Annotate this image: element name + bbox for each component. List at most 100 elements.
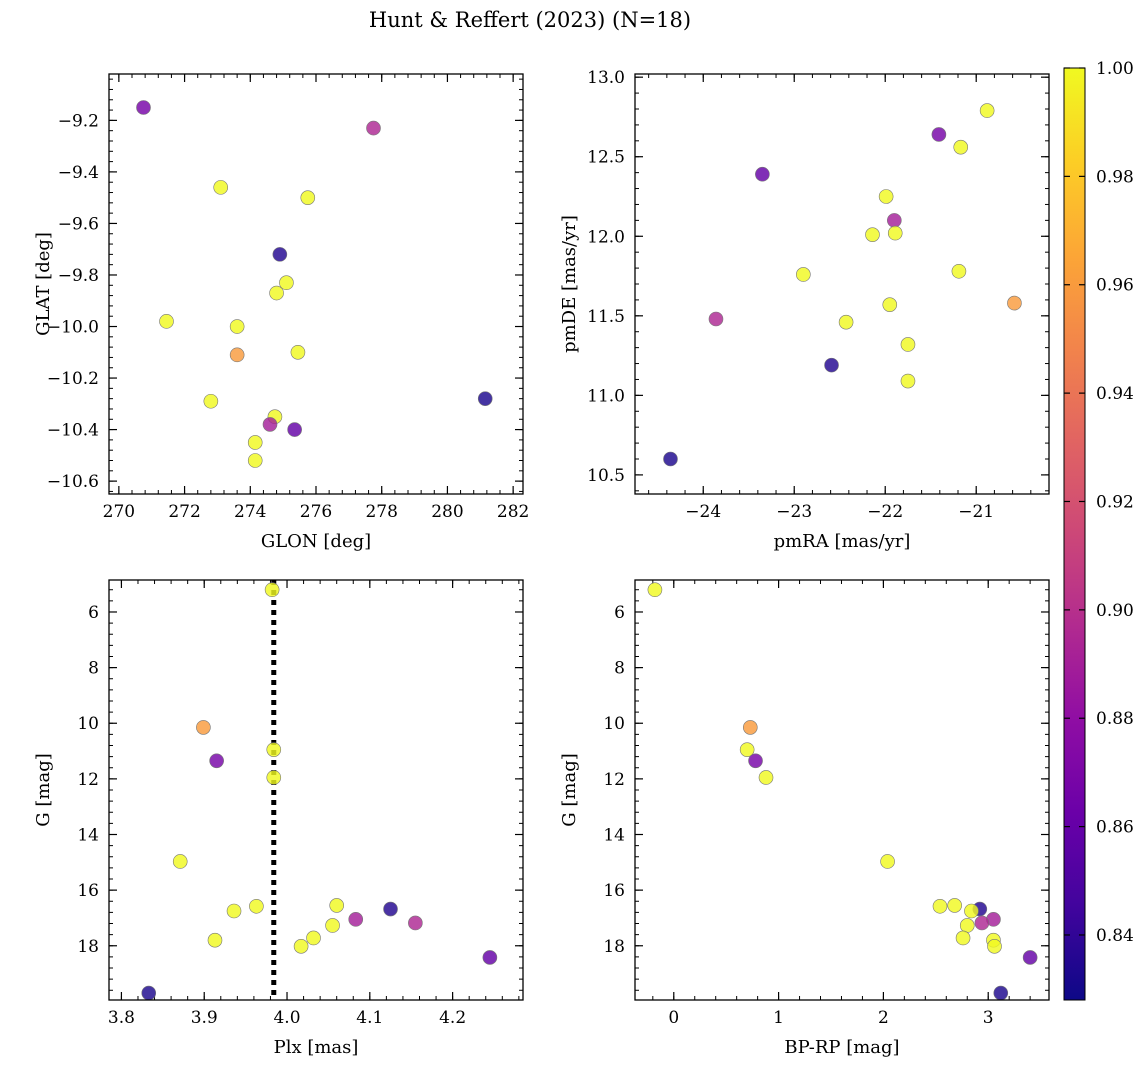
y-tick-label: −10.0 (47, 318, 99, 338)
data-point (880, 854, 895, 869)
x-tick-label: 2 (878, 1008, 889, 1028)
data-point (262, 417, 278, 432)
data-point (987, 939, 1002, 954)
data-point (708, 311, 724, 327)
data-point (953, 139, 969, 155)
data-point (900, 337, 916, 352)
y-tick-label: 10 (603, 714, 625, 734)
y-tick-label: 16 (77, 881, 99, 901)
data-point (141, 985, 157, 1001)
major-ticks (635, 580, 1049, 1000)
colorbar-tick-label: 1.00 (1096, 59, 1134, 79)
y-tick-label: 10.5 (587, 466, 625, 486)
data-point (272, 247, 288, 262)
y-tick-label: 16 (603, 881, 625, 901)
x-tick-label: 0 (668, 1008, 679, 1028)
data-point (159, 314, 174, 329)
data-point (136, 100, 151, 115)
data-point (755, 166, 770, 182)
data-point (932, 898, 948, 914)
x-tick-label: −21 (958, 502, 994, 522)
y-tick-label: 18 (603, 937, 625, 957)
y-tick-label: 10 (77, 714, 99, 734)
data-point (226, 903, 242, 919)
y-axis-label: GLAT [deg] (33, 232, 54, 336)
data-point (247, 435, 263, 450)
y-tick-label: 8 (88, 659, 99, 679)
data-point (742, 720, 758, 735)
y-tick-label: 8 (614, 659, 625, 679)
data-point (264, 582, 280, 598)
data-point (979, 103, 995, 118)
data-point (279, 275, 294, 291)
data-point (663, 451, 678, 467)
x-tick-label: 4.0 (273, 1008, 300, 1028)
data-point (882, 297, 898, 312)
data-point (229, 319, 245, 334)
panel-plx-g: 3.8 3.9 4.0 4.1 4.2 6 8 10 12 14 16 18 Plx [mas] G [m… (33, 579, 524, 1058)
data-point (824, 357, 839, 373)
colorbar-tick-label: 0.98 (1096, 167, 1134, 187)
data-point (306, 930, 321, 946)
data-point (203, 393, 219, 409)
data-point (287, 422, 302, 437)
data-point (209, 753, 224, 769)
major-ticks (109, 74, 523, 494)
figure-title: Hunt & Reffert (2023) (N=18) (369, 8, 691, 32)
data-point (172, 854, 188, 869)
y-axis-label: G [mag] (559, 753, 580, 826)
plot-area (109, 580, 523, 1000)
data-point (383, 901, 398, 917)
axes-frame (634, 579, 1050, 1001)
x-tick-label: 280 (431, 502, 463, 522)
plot-area (109, 74, 523, 494)
colorbar-tick-label: 0.96 (1096, 276, 1134, 296)
data-point (1022, 950, 1038, 965)
data-point (266, 770, 282, 785)
data-point (329, 898, 345, 913)
data-point (878, 189, 894, 204)
data-point (266, 742, 282, 757)
data-point (838, 314, 854, 330)
y-tick-label: 6 (88, 603, 99, 623)
colorbar-tick-label: 0.84 (1096, 926, 1134, 946)
data-point (229, 347, 245, 363)
panel-glon-glat: 270 272 274 276 278 280 282 −10.6 −10.4 −10.2 −10.… (33, 73, 529, 552)
x-tick-label: −22 (867, 502, 903, 522)
data-point (955, 930, 971, 946)
data-point (887, 225, 903, 241)
data-point (477, 391, 493, 406)
x-axis-label: BP-RP [mag] (784, 1037, 899, 1058)
plot-area (635, 580, 1049, 1000)
data-point (293, 939, 309, 954)
major-ticks (635, 74, 1049, 494)
data-point (796, 267, 811, 282)
axes-frame (108, 73, 524, 495)
data-point (408, 915, 423, 931)
y-tick-label: 12.0 (587, 227, 625, 247)
data-point (300, 190, 316, 205)
data-point (865, 227, 880, 242)
data-point (482, 950, 498, 965)
colorbar-tick-label: 0.94 (1096, 384, 1134, 404)
data-point (993, 985, 1009, 1001)
data-point (974, 915, 990, 931)
x-tick-label: −23 (776, 502, 812, 522)
data-point (887, 213, 902, 228)
x-tick-label: −24 (685, 502, 721, 522)
x-tick-label: 278 (365, 502, 397, 522)
colorbar-tick-label: 0.88 (1096, 709, 1134, 729)
x-tick-label: 1 (773, 1008, 784, 1028)
x-axis-label: GLON [deg] (261, 531, 371, 552)
data-point (947, 898, 962, 913)
data-point (1007, 295, 1022, 311)
x-tick-label: 3.9 (191, 1008, 218, 1028)
x-axis-label: Plx [mas] (274, 1037, 359, 1058)
x-tick-label: 3.8 (108, 1008, 135, 1028)
colorbar-tick-label: 0.92 (1096, 492, 1134, 512)
data-point (951, 263, 967, 279)
x-tick-label: 272 (168, 502, 200, 522)
data-point (247, 453, 263, 468)
y-axis-label: pmDE [mas/yr] (559, 215, 580, 353)
